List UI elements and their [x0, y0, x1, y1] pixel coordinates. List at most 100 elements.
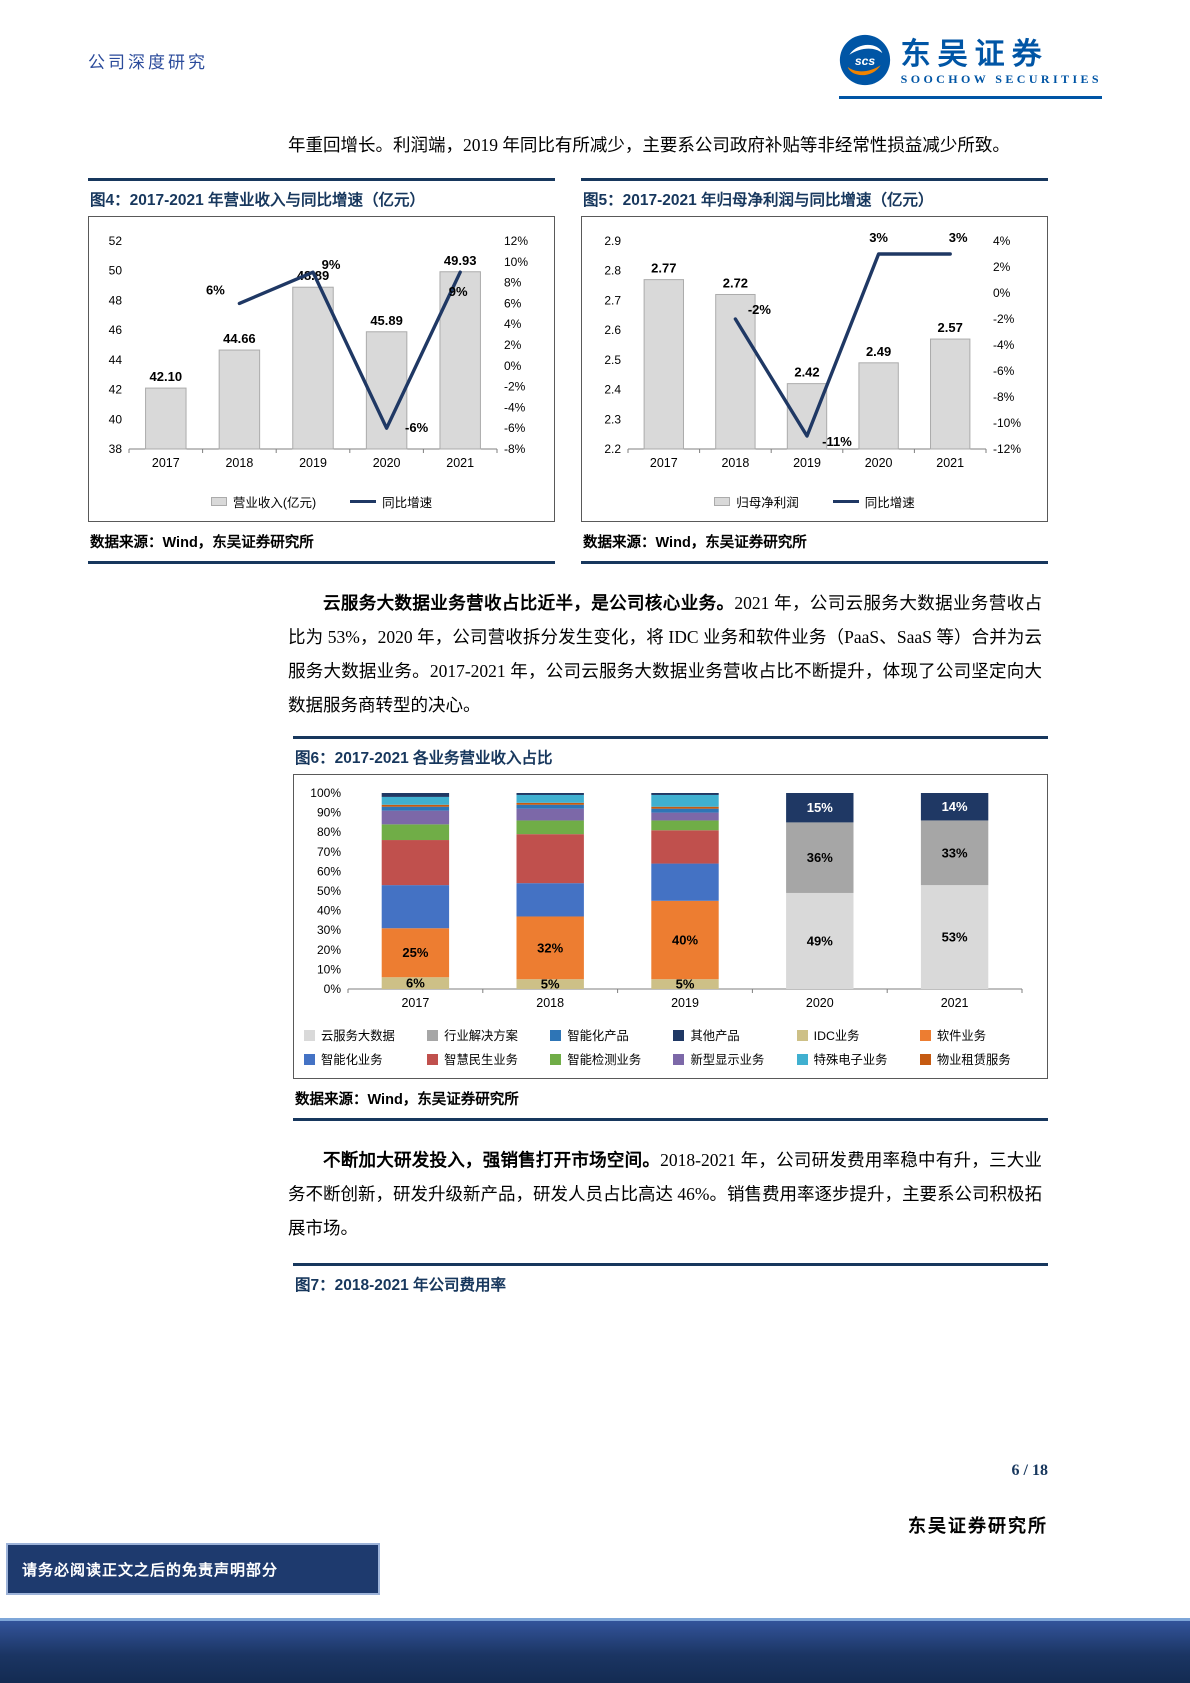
svg-text:2019: 2019 [671, 996, 699, 1010]
svg-text:4%: 4% [993, 234, 1011, 248]
bar-segment [920, 885, 989, 989]
series-swatch-icon [210, 497, 227, 506]
bar-segment [651, 900, 719, 980]
figure-6-chart: 0% 10% 20% 30% 40% 50% 60% 70% 80% 90% 100% 2017 201… [293, 774, 1048, 1079]
svg-text:5%: 5% [676, 977, 695, 992]
figure-6-source: 数据来源：Wind，东吴证券研究所 [295, 1092, 519, 1108]
svg-text:2.3: 2.3 [604, 412, 621, 426]
svg-text:3%: 3% [869, 230, 888, 245]
report-body: 年重回增长。利润端，2019 年同比有所减少，主要系公司政府补贴等非经常性损益减… [88, 128, 1048, 1301]
paragraph-text: 2021 年，公司云服务大数据业务营收占比为 53%，2020 年，公司营收拆分… [288, 593, 1043, 715]
series-swatch-icon [550, 1053, 562, 1065]
bar-segment [381, 793, 450, 797]
legend-item: 营业收入(亿元) [210, 492, 317, 511]
bar-segment [516, 820, 584, 835]
brand-mark-icon: scs [839, 34, 891, 91]
figure-7-title: 图7：2018-2021 年公司费用率 [295, 1277, 507, 1294]
legend-item: 同比增速 [832, 492, 915, 511]
page-number: 6 / 18 [1011, 1462, 1048, 1479]
bars: 2.77 2.72 2.42 2.49 2.57 [643, 261, 971, 450]
legend-item: 智慧民生业务 [427, 1050, 544, 1068]
bar [292, 286, 334, 450]
legend-label: 新型显示业务 [690, 1053, 765, 1067]
legend-label: 同比增速 [864, 496, 915, 510]
svg-text:25%: 25% [402, 945, 428, 960]
legend-label: 智能化业务 [321, 1053, 383, 1067]
svg-text:2.6: 2.6 [604, 323, 621, 337]
bar-segment [651, 979, 719, 989]
bar [365, 331, 408, 450]
bar-segment [651, 808, 719, 813]
svg-text:2018: 2018 [721, 456, 749, 470]
svg-text:2021: 2021 [936, 456, 964, 470]
bar-segment [381, 824, 450, 841]
svg-text:9%: 9% [322, 257, 341, 272]
fig6-legend: 云服务大数据 行业解决方案 智能化产品 其他产品 IDC业务 软件业务 智能化业务 智慧民生业… [296, 1022, 1045, 1078]
legend-label: 归母净利润 [736, 496, 799, 510]
stacked-bars: 6% 25% 5% 32% 5% 40% 49% 36% 15% 53% 33% 14% [381, 793, 989, 992]
svg-text:2019: 2019 [299, 456, 327, 470]
fig4-plot: 38 40 42 44 46 48 50 52 -8% -6% -4% -2% 0% 2% 4% 6% 8% 10… [109, 234, 529, 470]
series-swatch-icon [796, 1029, 808, 1041]
legend-label: 智能检测业务 [567, 1053, 642, 1067]
brand-mark-text: scs [855, 54, 875, 68]
svg-text:5%: 5% [541, 977, 560, 992]
svg-text:50%: 50% [317, 884, 341, 898]
legend-item: 软件业务 [919, 1026, 1037, 1044]
svg-text:2021: 2021 [941, 996, 969, 1010]
figure-5: 图5：2017-2021 年归母净利润与同比增速（亿元） 2.2 2.3 2.4 2.… [581, 178, 1048, 564]
series-swatch-icon [919, 1053, 931, 1065]
paragraph-lead: 不断加大研发投入，强销售打开市场空间。 [323, 1150, 661, 1170]
brand-logo: scs 东吴证券 SOOCHOW SECURITIES [838, 34, 1102, 99]
svg-text:38: 38 [109, 442, 123, 456]
svg-text:2020: 2020 [806, 996, 834, 1010]
svg-text:6%: 6% [206, 282, 225, 297]
svg-text:2.2: 2.2 [604, 442, 621, 456]
legend-item: 新型显示业务 [673, 1050, 790, 1068]
svg-text:9%: 9% [449, 284, 468, 299]
paragraph: 云服务大数据业务营收占比近半，是公司核心业务。2021 年，公司云服务大数据业务… [288, 586, 1042, 722]
legend-label: 营业收入(亿元) [232, 496, 317, 510]
series-swatch-icon [832, 500, 859, 503]
bar-segment [651, 794, 719, 807]
svg-text:2.9: 2.9 [604, 234, 621, 248]
svg-text:42: 42 [109, 383, 123, 397]
svg-text:40%: 40% [317, 904, 341, 918]
svg-text:8%: 8% [504, 276, 522, 290]
x-axis: 2017 2018 2019 2020 2021 [627, 449, 987, 470]
svg-text:-12%: -12% [993, 442, 1021, 456]
series-swatch-icon [714, 497, 731, 506]
series-swatch-icon [673, 1029, 685, 1041]
svg-text:33%: 33% [942, 845, 968, 860]
svg-text:0%: 0% [504, 359, 522, 373]
svg-text:15%: 15% [807, 800, 833, 815]
trend-line: 6% 9% -6% 9% [206, 257, 468, 435]
bar-segment [651, 812, 719, 821]
svg-text:3%: 3% [949, 230, 968, 245]
paragraph-continuation: 年重回增长。利润端，2019 年同比有所减少，主要系公司政府补贴等非经常性损益减… [288, 135, 1010, 155]
svg-text:42.10: 42.10 [150, 369, 183, 384]
bar-segment [381, 928, 450, 978]
paragraph: 不断加大研发投入，强销售打开市场空间。2018-2021 年，公司研发费用率稳中… [288, 1143, 1042, 1245]
legend-item: 行业解决方案 [427, 1026, 544, 1044]
svg-text:2%: 2% [504, 338, 522, 352]
svg-text:44.66: 44.66 [223, 331, 256, 346]
svg-text:40: 40 [109, 412, 123, 426]
svg-text:32%: 32% [537, 940, 563, 955]
fig5-plot: 2.2 2.3 2.4 2.5 2.6 2.7 2.8 2.9 -12% -10% -8% -6% -4… [604, 230, 1021, 470]
svg-text:2%: 2% [993, 260, 1011, 274]
page-header: 公司深度研究 scs 东吴证券 SOOCHOW SECURITIES [88, 34, 1102, 99]
svg-text:12%: 12% [504, 234, 528, 248]
legend-item: 其他产品 [673, 1026, 790, 1044]
series-swatch-icon [350, 500, 377, 503]
svg-text:-10%: -10% [993, 416, 1021, 430]
legend-label: 同比增速 [382, 496, 433, 510]
bar [930, 338, 971, 450]
bar-segment [381, 796, 450, 805]
y-axis: 0% 10% 20% 30% 40% 50% 60% 70% 80% 90% 100% [310, 786, 341, 996]
figure-5-source: 数据来源：Wind，东吴证券研究所 [583, 535, 807, 551]
bar-segment [381, 806, 450, 811]
svg-text:2.8: 2.8 [604, 264, 621, 278]
fig4-legend: 营业收入(亿元) 同比增速 [91, 488, 552, 521]
bar-segment [516, 793, 584, 795]
